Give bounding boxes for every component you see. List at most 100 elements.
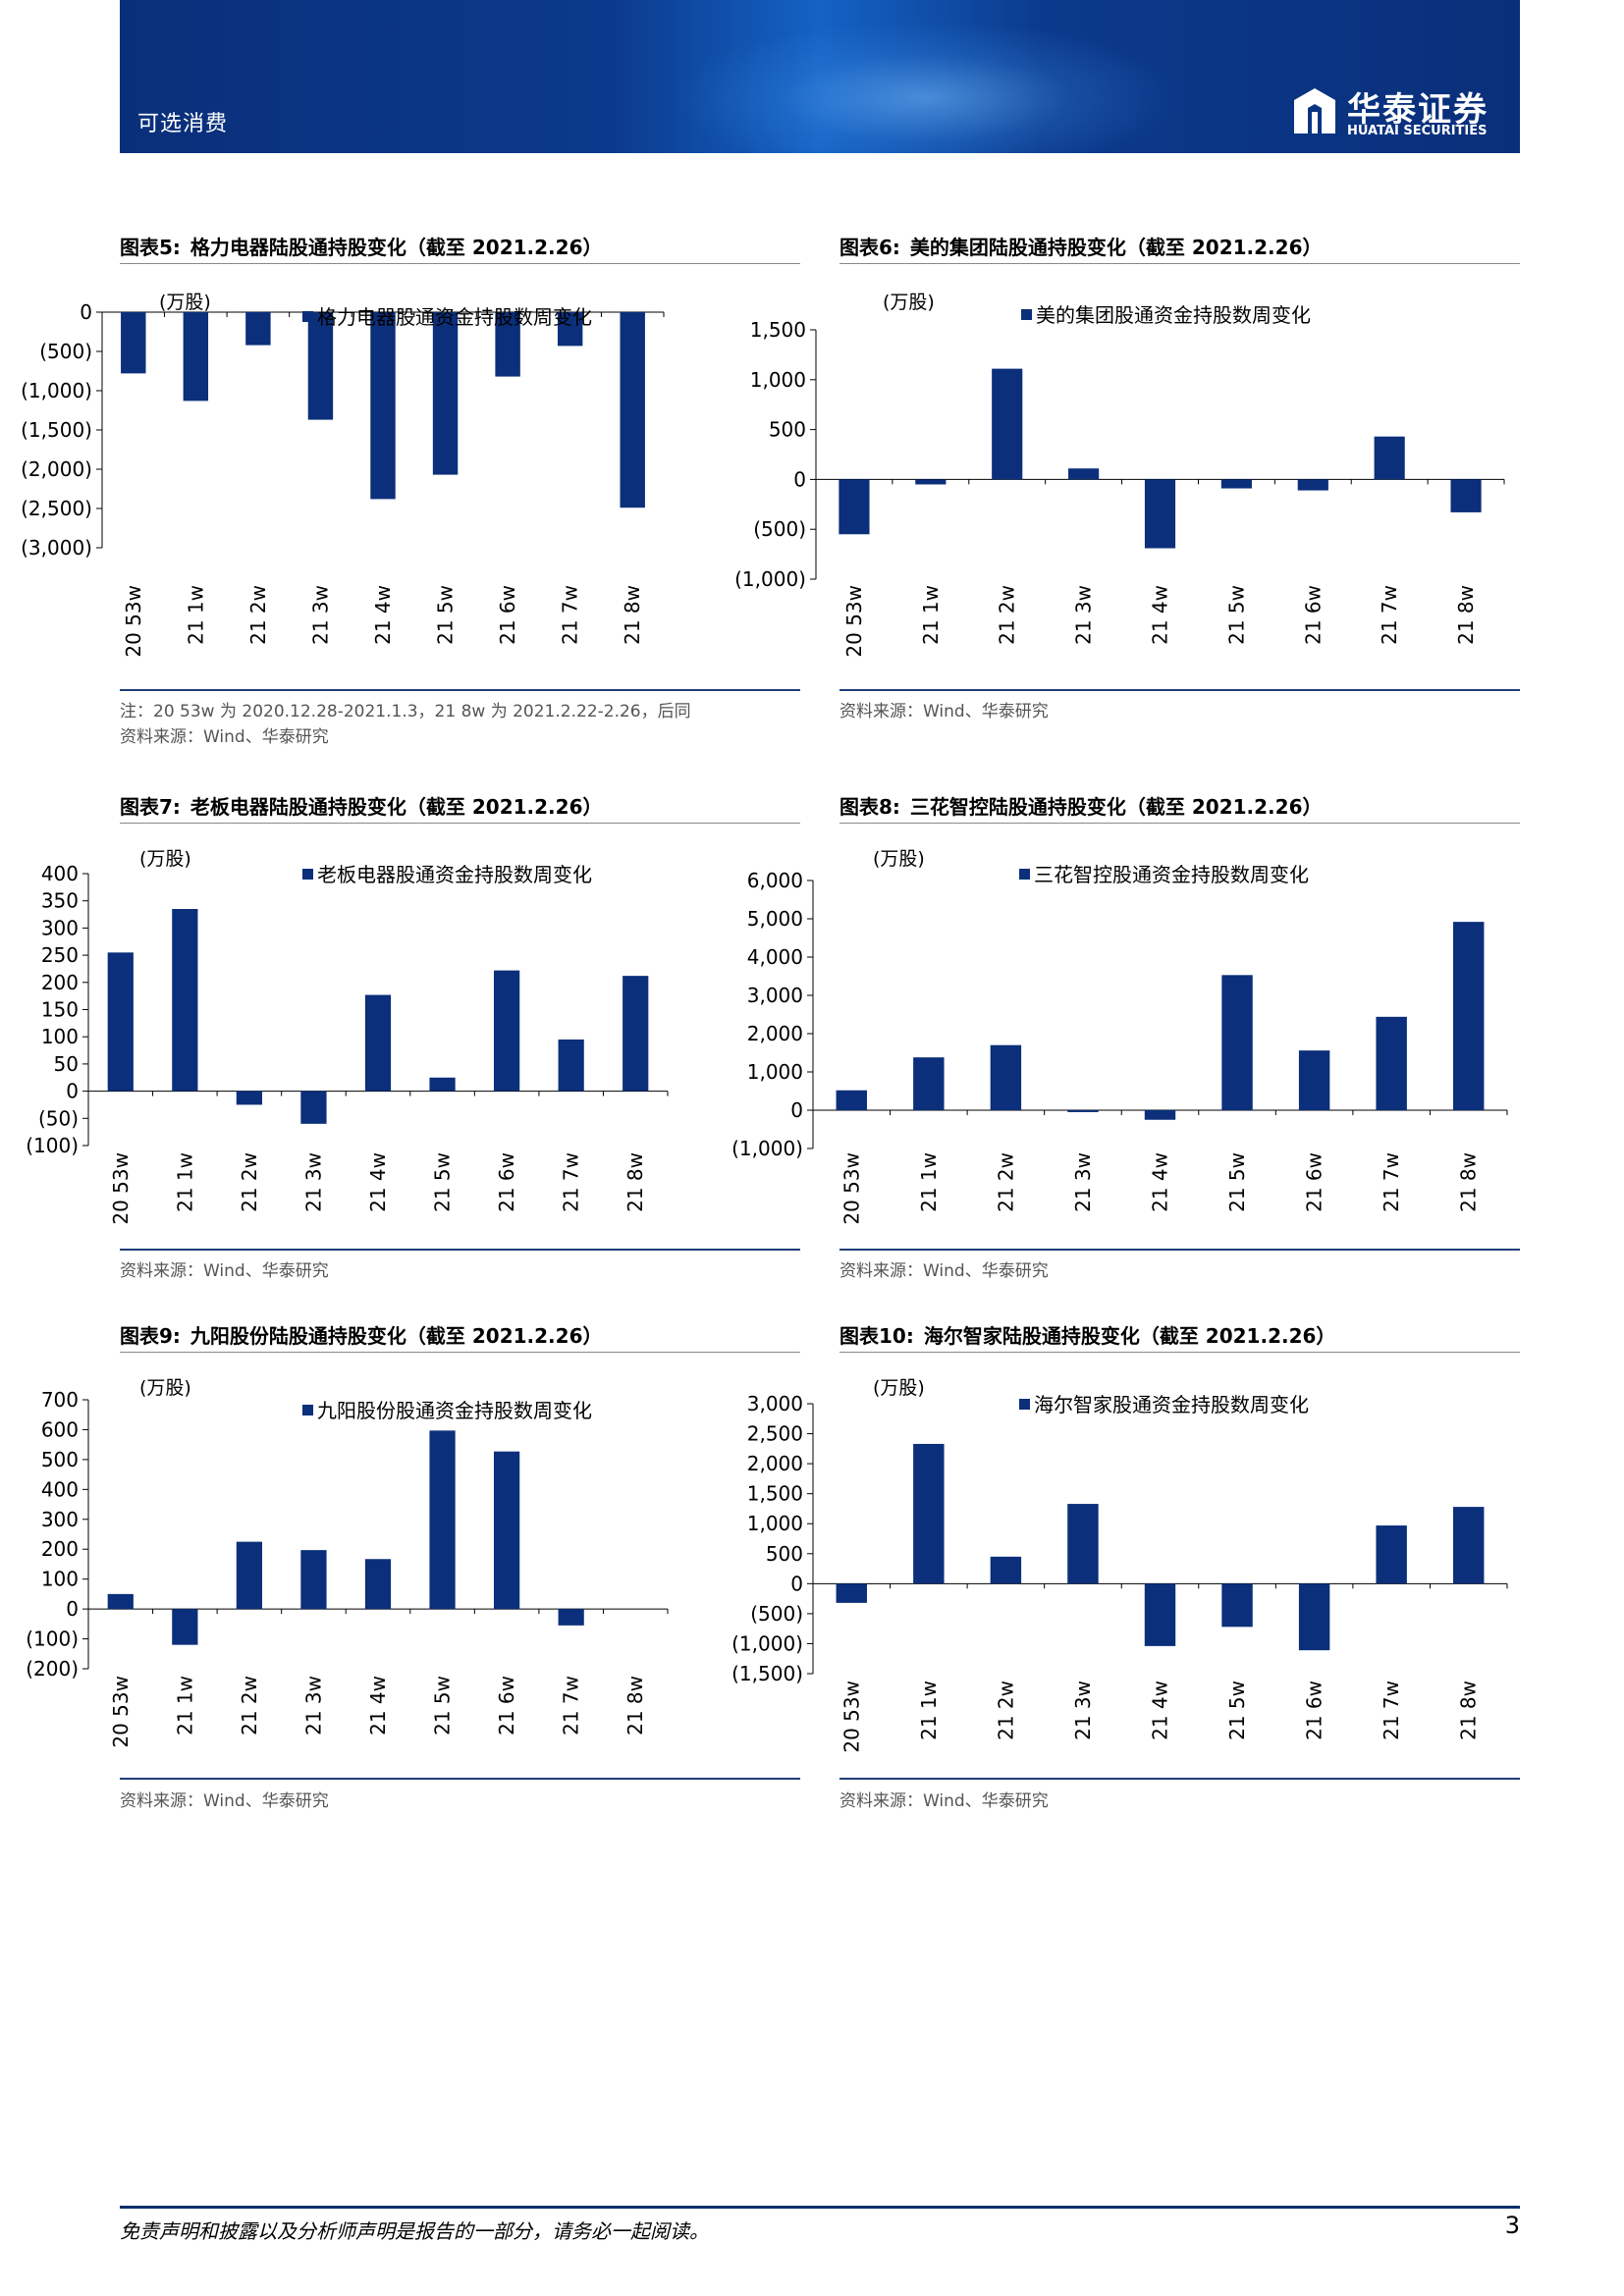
- figure-panel-fig9: 图表9: 九阳股份陆股通持股变化（截至 2021.2.26） 700 600 500 4…: [26, 1320, 800, 1782]
- y-tick-label: (200): [26, 1657, 79, 1681]
- x-tick-label: 21 3w: [1071, 1681, 1095, 1740]
- x-tick-label: 21 1w: [917, 1152, 941, 1212]
- legend-swatch: [1021, 309, 1032, 320]
- y-tick-label: 250: [41, 943, 79, 967]
- bar: [1220, 479, 1252, 489]
- x-tick-label: 21 4w: [366, 1676, 390, 1735]
- bar: [107, 952, 134, 1092]
- y-tick-label: 3,000: [747, 1392, 803, 1415]
- y-tick-label: 300: [41, 1508, 79, 1531]
- y-tick-label: 0: [66, 1597, 79, 1621]
- bar: [1067, 1504, 1099, 1584]
- figure-number: 图表9:: [120, 1324, 181, 1348]
- legend-swatch: [1019, 1399, 1030, 1410]
- figure-title-text: 三花智控陆股通持股变化（截至 2021.2.26）: [909, 795, 1323, 819]
- bar: [620, 312, 645, 508]
- bar: [1298, 1050, 1330, 1110]
- y-tick-label: (500): [39, 340, 92, 363]
- bar: [429, 1077, 456, 1092]
- y-unit-label: (万股): [159, 292, 211, 313]
- bar: [836, 1090, 867, 1110]
- bar: [1067, 1110, 1099, 1112]
- x-tick-label: 21 2w: [238, 1676, 261, 1735]
- figure-number: 图表10:: [839, 1324, 914, 1348]
- x-tick-label: 21 2w: [994, 1681, 1017, 1740]
- figure-panel-fig7: 图表7: 老板电器陆股通持股变化（截至 2021.2.26） 400 350 300 2…: [26, 791, 800, 1253]
- y-unit-label: (万股): [883, 292, 935, 313]
- y-tick-label: 1,000: [750, 368, 806, 392]
- figure-panel-fig5: 图表5: 格力电器陆股通持股变化（截至 2021.2.26） 0 (500) (1,0…: [21, 232, 800, 693]
- x-tick-label: 21 2w: [238, 1152, 261, 1212]
- x-tick-label: 21 5w: [1225, 1152, 1249, 1212]
- y-tick-label: 150: [41, 998, 79, 1022]
- x-tick-label: 21 7w: [560, 1152, 583, 1212]
- x-tick-label: 21 7w: [559, 585, 582, 645]
- y-tick-label: 350: [41, 889, 79, 913]
- x-tick-label: 21 7w: [560, 1676, 583, 1735]
- figure-source: 资料来源：Wind、华泰研究: [120, 1261, 329, 1281]
- x-tick-label: 21 6w: [495, 1676, 518, 1735]
- title-rule: [120, 263, 800, 264]
- figure-title-text: 海尔智家陆股通持股变化（截至 2021.2.26）: [923, 1324, 1336, 1348]
- legend-label: 美的集团股通资金持股数周变化: [1036, 303, 1311, 327]
- y-tick-label: 4,000: [747, 945, 803, 969]
- y-tick-label: (500): [753, 517, 806, 541]
- logo-cn-text: 华泰证券: [1347, 90, 1489, 130]
- x-tick-label: 21 3w: [308, 585, 332, 645]
- legend-swatch: [302, 869, 313, 880]
- bar: [1453, 1507, 1485, 1584]
- x-tick-label: 21 7w: [1378, 585, 1401, 645]
- bar: [992, 368, 1023, 480]
- x-tick-label: 21 8w: [621, 585, 644, 645]
- y-tick-label: 1,000: [747, 1060, 803, 1084]
- bar-chart-fig10: 3,000 2,500 2,000 1,500 1,000 500 0 (500) (1,000…: [731, 1377, 1508, 1753]
- x-tick-label: 21 7w: [1380, 1681, 1403, 1740]
- y-tick-label: (1,000): [734, 567, 806, 591]
- figure-title-text: 九阳股份陆股通持股变化（截至 2021.2.26）: [189, 1324, 603, 1348]
- bar-chart-fig9: 700 600 500 400 300 200 100 0 (100) (200) 20 53w 21…: [26, 1377, 669, 1748]
- x-tick-label: 21 6w: [1303, 1681, 1326, 1740]
- figure-panel-fig6: 图表6: 美的集团陆股通持股变化（截至 2021.2.26） 1,500 1,000…: [734, 232, 1520, 693]
- legend-swatch: [1019, 869, 1030, 880]
- figure-bottom-rule: [839, 1778, 1520, 1780]
- y-tick-label: (50): [38, 1106, 79, 1130]
- bar: [245, 312, 271, 346]
- figure-source: 资料来源：Wind、华泰研究: [839, 1791, 1049, 1811]
- bar: [1144, 1583, 1176, 1646]
- y-unit-label: (万股): [139, 1377, 191, 1399]
- bar: [1144, 479, 1176, 549]
- x-tick-label: 21 2w: [994, 1152, 1017, 1212]
- legend-label: 九阳股份股通资金持股数周变化: [317, 1399, 592, 1422]
- x-tick-label: 21 4w: [1149, 1152, 1172, 1212]
- figure-bottom-rule: [839, 1249, 1520, 1251]
- x-tick-label: 20 53w: [839, 1681, 863, 1753]
- bar: [183, 312, 209, 401]
- x-tick-label: 21 4w: [1149, 1681, 1172, 1740]
- bar: [1376, 1016, 1407, 1110]
- y-tick-label: 200: [41, 971, 79, 994]
- x-tick-label: 21 8w: [623, 1676, 647, 1735]
- footer-disclaimer: 免责声明和披露以及分析师声明是报告的一部分，请务必一起阅读。: [120, 2219, 709, 2243]
- figure-source: 资料来源：Wind、华泰研究: [839, 1261, 1049, 1281]
- bar: [623, 976, 649, 1092]
- x-tick-label: 21 6w: [496, 585, 519, 645]
- bar-chart-fig7: 400 350 300 250 200 150 100 50 0 (50) (100) 20 53w 2…: [26, 848, 669, 1225]
- x-tick-label: 21 3w: [1072, 585, 1096, 645]
- figure-source: 资料来源：Wind、华泰研究: [839, 702, 1049, 721]
- y-tick-label: (1,000): [731, 1137, 803, 1160]
- figure-source: 资料来源：Wind、华泰研究: [120, 727, 329, 747]
- figure-bottom-rule: [120, 1249, 800, 1251]
- y-tick-label: 200: [41, 1537, 79, 1561]
- figure-title: 图表7: 老板电器陆股通持股变化（截至 2021.2.26）: [120, 791, 603, 820]
- y-tick-label: 0: [66, 1080, 79, 1103]
- bar: [172, 1609, 198, 1645]
- y-tick-label: 400: [41, 862, 79, 885]
- x-tick-label: 21 8w: [1457, 1152, 1481, 1212]
- figure-number: 图表5:: [120, 236, 181, 259]
- figure-bottom-rule: [839, 689, 1520, 691]
- y-tick-label: 400: [41, 1477, 79, 1501]
- bar: [1221, 1583, 1253, 1628]
- bar-chart-fig8: 6,000 5,000 4,000 3,000 2,000 1,000 0 (1,000) 20…: [731, 848, 1508, 1225]
- x-tick-label: 21 3w: [301, 1676, 325, 1735]
- bar: [300, 1091, 327, 1124]
